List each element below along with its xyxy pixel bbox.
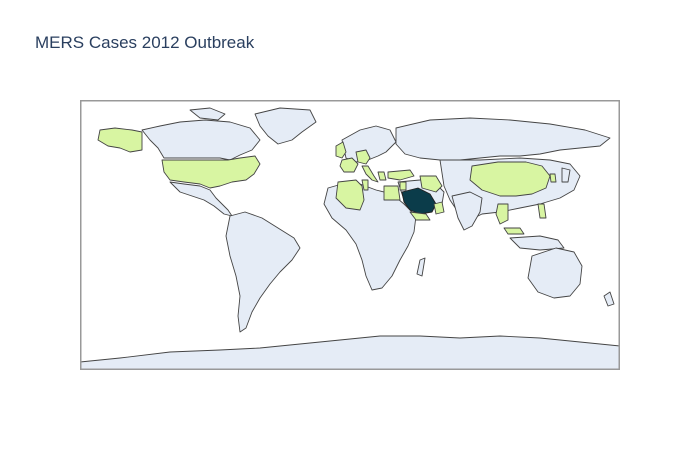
country-yemen[interactable]: [409, 211, 431, 221]
country-china[interactable]: [469, 161, 551, 197]
country-united-kingdom[interactable]: [335, 141, 347, 159]
country-mexico[interactable]: [169, 181, 233, 217]
country-indonesia[interactable]: [509, 235, 565, 251]
map-title: MERS Cases 2012 Outbreak: [35, 33, 255, 52]
country-malaysia[interactable]: [503, 227, 525, 235]
country-thailand[interactable]: [495, 203, 509, 225]
country-south-korea[interactable]: [549, 173, 557, 183]
country-turkey[interactable]: [387, 169, 415, 181]
map-frame-border: [80, 100, 620, 370]
country-italy[interactable]: [361, 165, 379, 183]
country-saudi-arabia[interactable]: [401, 187, 437, 215]
country-oman[interactable]: [433, 201, 445, 215]
country-greece[interactable]: [377, 171, 387, 181]
country-africa[interactable]: [323, 183, 417, 291]
country-germany[interactable]: [355, 149, 371, 165]
country-jordan[interactable]: [399, 181, 407, 191]
country-algeria[interactable]: [335, 179, 365, 211]
country-canada[interactable]: [141, 119, 261, 161]
choropleth-svg[interactable]: [80, 100, 620, 370]
country-france[interactable]: [339, 157, 359, 173]
country-russia[interactable]: [395, 117, 611, 161]
country-south-america[interactable]: [225, 211, 301, 333]
country-philippines[interactable]: [537, 203, 547, 219]
country-new-zealand: [603, 291, 615, 307]
country-greenland[interactable]: [254, 107, 317, 145]
antarctica: [80, 335, 620, 370]
world-map[interactable]: [80, 100, 620, 370]
country-iran[interactable]: [419, 175, 443, 193]
country-india[interactable]: [451, 191, 483, 231]
country-madagascar: [416, 257, 426, 277]
country-egypt[interactable]: [383, 185, 401, 201]
country-japan[interactable]: [561, 167, 571, 183]
country-united-states[interactable]: [161, 155, 261, 189]
country-tunisia[interactable]: [361, 179, 369, 191]
country-australia[interactable]: [527, 247, 583, 299]
country-alaska-us[interactable]: [97, 127, 143, 153]
arctic-islands: [189, 107, 226, 121]
